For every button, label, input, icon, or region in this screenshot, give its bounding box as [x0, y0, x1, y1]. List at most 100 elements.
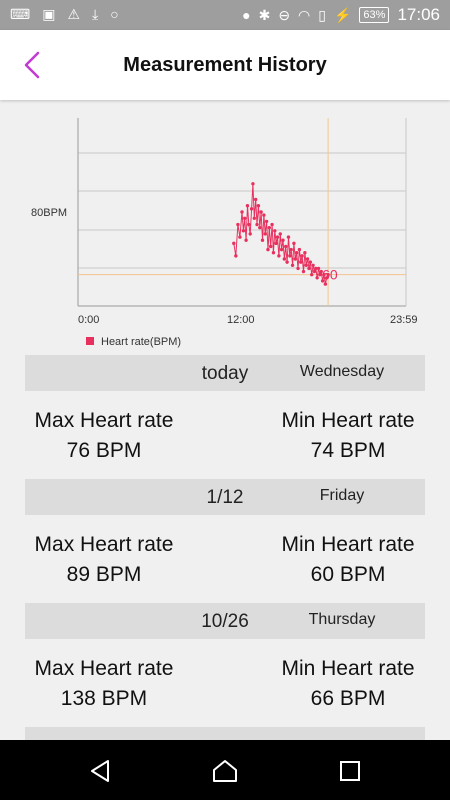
data-point [293, 257, 297, 261]
navigation-bar [0, 740, 450, 800]
data-point [267, 225, 272, 230]
data-point [290, 263, 295, 267]
data-point [255, 222, 259, 227]
data-point [289, 247, 293, 252]
max-value: 89 BPM [66, 563, 142, 586]
data-point [232, 241, 236, 246]
data-point [286, 235, 291, 239]
do-not-disturb-icon: ⊖ [278, 6, 291, 23]
notification-icons: ⌨ ▣ ⚠ ⤓ ○ [10, 6, 119, 23]
max-heart-rate: Max Heart rate 89 BPM [4, 530, 204, 590]
max-label: Max Heart rate [34, 409, 174, 432]
warning-icon: ⚠ [67, 6, 81, 22]
min-heart-rate: Min Heart rate 66 BPM [248, 654, 448, 714]
data-point [323, 282, 328, 286]
data-point [271, 251, 276, 255]
data-point [270, 222, 274, 227]
data-point [292, 241, 296, 246]
min-label: Min Heart rate [281, 533, 415, 556]
day-date: 10/26 [201, 611, 249, 632]
data-point [299, 260, 303, 264]
max-value: 76 BPM [66, 439, 142, 462]
data-point [316, 266, 321, 271]
min-value: 60 BPM [310, 563, 386, 586]
data-point [258, 225, 262, 230]
data-point [308, 260, 313, 264]
data-point [249, 207, 254, 211]
last-value-label: 60 [322, 267, 338, 283]
data-point [260, 238, 265, 242]
home-nav-icon[interactable] [210, 756, 240, 786]
battery-indicator: 63% [359, 7, 390, 23]
back-arrow-icon[interactable] [18, 50, 48, 80]
data-point [296, 266, 300, 271]
screenshot-icon: ▣ [42, 6, 56, 22]
data-point [319, 269, 323, 274]
data-point [264, 219, 269, 224]
data-point [303, 251, 307, 255]
day-header[interactable]: 1/12 Friday [25, 479, 425, 515]
data-point [238, 235, 242, 239]
data-point [322, 272, 326, 277]
day-date: today [201, 363, 249, 384]
min-value: 74 BPM [310, 439, 386, 462]
max-label: Max Heart rate [34, 533, 174, 556]
data-point [275, 235, 280, 239]
bulb-icon: ○ [110, 6, 119, 22]
day-header[interactable]: 10/26 Thursday [25, 603, 425, 639]
data-point [294, 251, 299, 255]
min-heart-rate: Min Heart rate 60 BPM [248, 530, 448, 590]
data-point [245, 204, 250, 208]
data-point [253, 197, 258, 202]
day-weekday: Thursday [308, 611, 376, 628]
data-point [279, 247, 284, 252]
recents-nav-icon[interactable] [335, 756, 365, 786]
data-point [277, 254, 281, 258]
max-heart-rate: Max Heart rate 76 BPM [4, 406, 204, 466]
data-point [300, 254, 304, 258]
data-point [241, 229, 246, 233]
data-point [247, 222, 251, 227]
data-point [248, 232, 252, 236]
data-point [318, 272, 322, 277]
data-point [269, 244, 273, 249]
data-point [274, 241, 278, 246]
app-bar: Measurement History [0, 30, 450, 100]
max-heart-rate: Max Heart rate 138 BPM [4, 654, 204, 714]
bluetooth-icon: ✱ [258, 6, 271, 23]
wifi-icon: ◠ [298, 6, 311, 23]
data-point [262, 213, 266, 217]
back-nav-icon[interactable] [86, 756, 116, 786]
day-weekday: Friday [319, 487, 365, 504]
day-date: 1/12 [206, 487, 244, 508]
data-point [285, 260, 289, 264]
day-header[interactable]: today Wednesday [25, 355, 425, 391]
sim-icon: ▯ [318, 6, 326, 23]
x-tick-label: 23:59 [390, 314, 418, 326]
page-title: Measurement History [123, 54, 327, 76]
data-points [232, 182, 330, 286]
data-point [305, 257, 310, 261]
data-point [288, 254, 292, 258]
data-point [325, 276, 329, 280]
legend-swatch [86, 337, 94, 345]
data-point [297, 247, 302, 252]
data-point [252, 216, 256, 220]
data-point [320, 279, 325, 283]
data-point [256, 204, 261, 208]
data-point [307, 266, 311, 271]
data-point [234, 254, 238, 258]
data-point [259, 210, 263, 214]
download-icon: ⤓ [92, 6, 99, 22]
system-icons: ● ✱ ⊖ ◠ ▯ ⚡ 63% 17:06 [242, 5, 440, 25]
data-point [240, 210, 244, 214]
data-point [326, 272, 330, 277]
data-point [284, 244, 288, 249]
y-tick-label: 80BPM [31, 207, 67, 219]
legend-label: Heart rate(BPM) [101, 336, 181, 348]
x-tick-label: 0:00 [78, 314, 99, 326]
data-point [278, 232, 282, 236]
keyboard-icon: ⌨ [10, 6, 31, 22]
max-label: Max Heart rate [34, 657, 174, 680]
data-point [251, 182, 255, 186]
